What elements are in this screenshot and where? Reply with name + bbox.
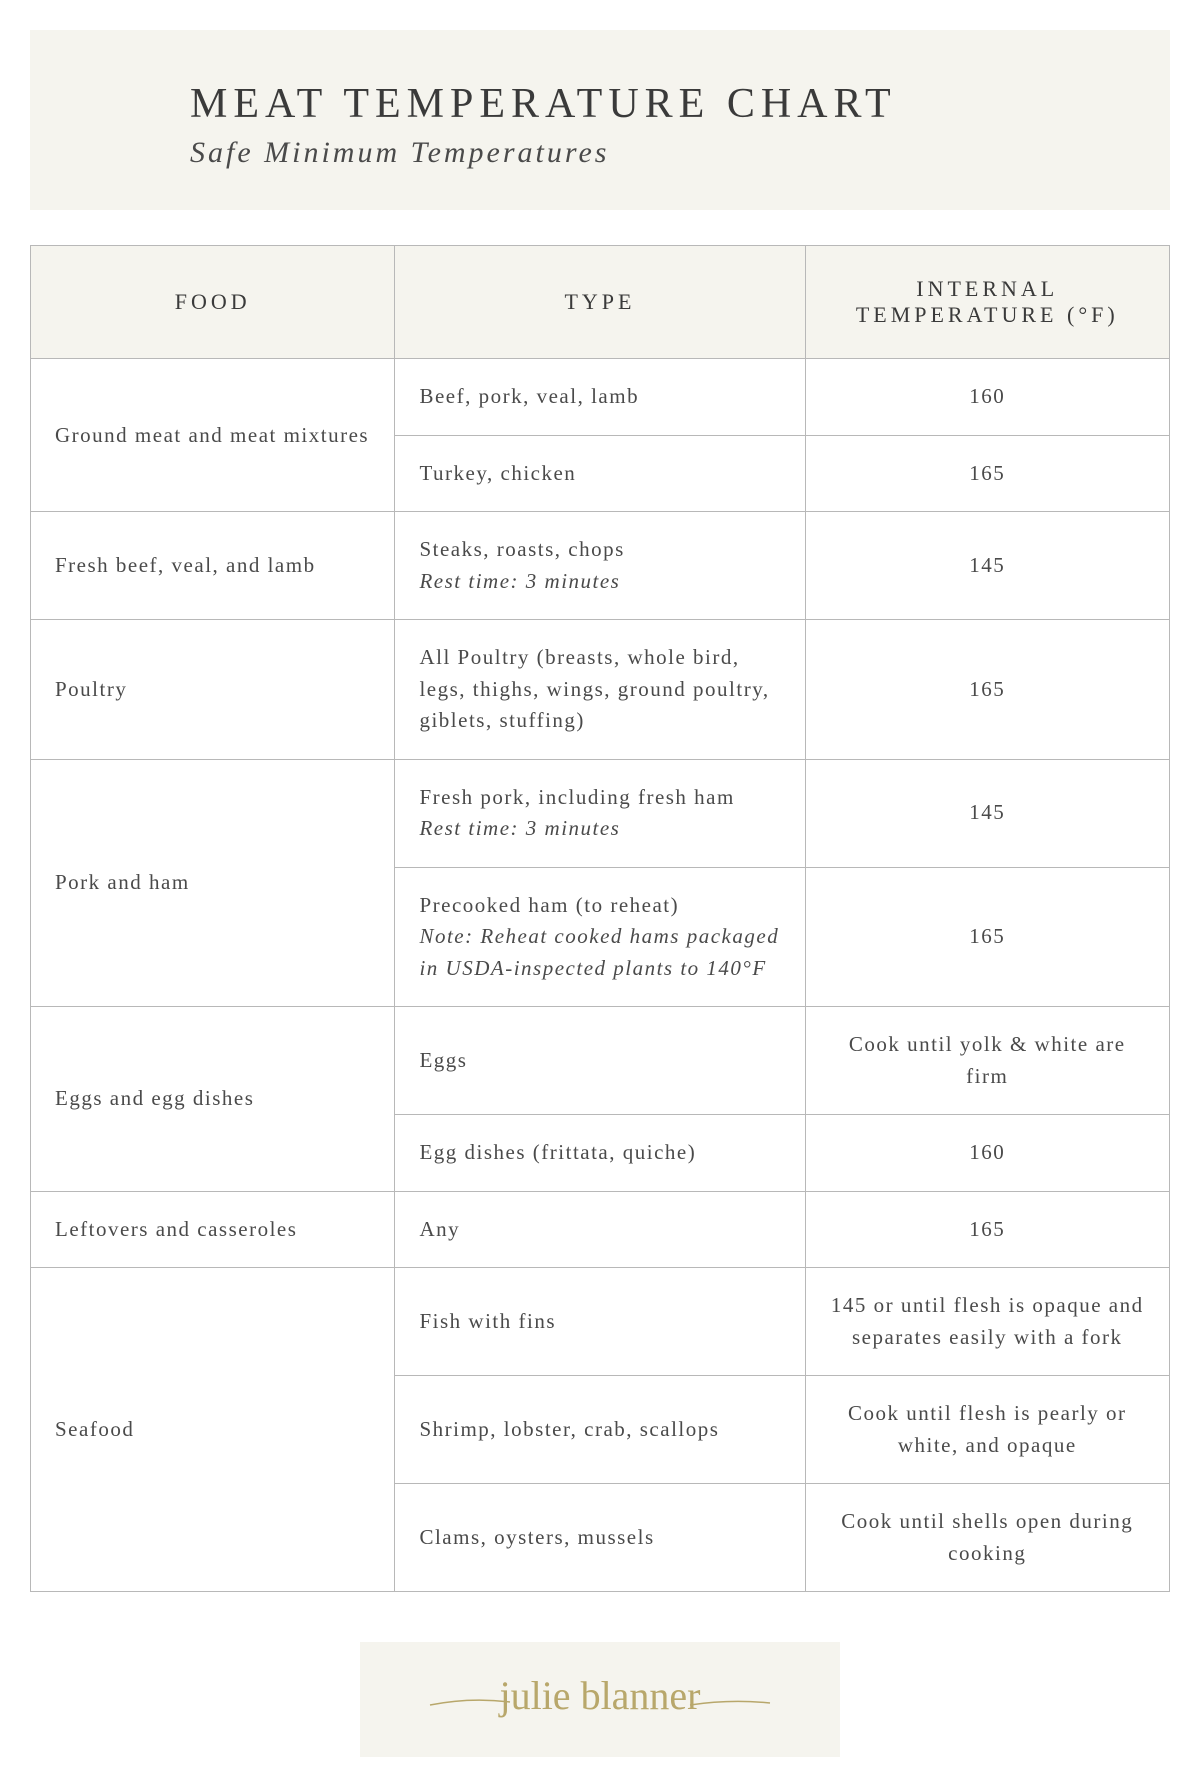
food-cell: Fresh beef, veal, and lamb	[31, 512, 395, 620]
table-row: SeafoodFish with fins145 or until flesh …	[31, 1268, 1170, 1376]
type-cell: Clams, oysters, mussels	[395, 1484, 805, 1592]
temp-cell: Cook until yolk & white are firm	[805, 1007, 1170, 1115]
food-cell: Pork and ham	[31, 759, 395, 1007]
type-cell: Any	[395, 1191, 805, 1268]
type-cell: Beef, pork, veal, lamb	[395, 359, 805, 436]
temp-cell: 165	[805, 620, 1170, 760]
temp-cell: 145	[805, 512, 1170, 620]
food-cell: Ground meat and meat mixtures	[31, 359, 395, 512]
page-title: MEAT TEMPERATURE CHART	[190, 80, 1120, 128]
table-row: PoultryAll Poultry (breasts, whole bird,…	[31, 620, 1170, 760]
signature-flourish-right	[690, 1701, 770, 1705]
signature-block: julie blanner	[30, 1642, 1170, 1757]
signature-svg: julie blanner	[410, 1667, 790, 1727]
temp-cell: 145 or until flesh is opaque and separat…	[805, 1268, 1170, 1376]
temp-cell: 165	[805, 867, 1170, 1007]
header-block: MEAT TEMPERATURE CHART Safe Minimum Temp…	[30, 30, 1170, 210]
type-note: Note: Reheat cooked hams packaged in USD…	[419, 921, 780, 984]
type-cell: Shrimp, lobster, crab, scallops	[395, 1376, 805, 1484]
temp-cell: 165	[805, 1191, 1170, 1268]
temperature-table: FOOD TYPE INTERNAL TEMPERATURE (°F) Grou…	[30, 245, 1170, 1592]
signature-flourish-left	[430, 1700, 510, 1705]
temp-cell: 165	[805, 435, 1170, 512]
table-row: Pork and hamFresh pork, including fresh …	[31, 759, 1170, 867]
signature-text: julie blanner	[497, 1673, 700, 1718]
temp-cell: Cook until shells open during cooking	[805, 1484, 1170, 1592]
type-note: Rest time: 3 minutes	[419, 813, 780, 845]
type-cell: All Poultry (breasts, whole bird, legs, …	[395, 620, 805, 760]
food-cell: Leftovers and casseroles	[31, 1191, 395, 1268]
page-subtitle: Safe Minimum Temperatures	[190, 136, 1120, 170]
signature-box: julie blanner	[360, 1642, 840, 1757]
type-cell: Steaks, roasts, chopsRest time: 3 minute…	[395, 512, 805, 620]
type-cell: Eggs	[395, 1007, 805, 1115]
col-type: TYPE	[395, 246, 805, 359]
temp-cell: Cook until flesh is pearly or white, and…	[805, 1376, 1170, 1484]
type-note: Rest time: 3 minutes	[419, 566, 780, 598]
temp-cell: 145	[805, 759, 1170, 867]
type-cell: Precooked ham (to reheat)Note: Reheat co…	[395, 867, 805, 1007]
food-cell: Eggs and egg dishes	[31, 1007, 395, 1192]
table-header-row: FOOD TYPE INTERNAL TEMPERATURE (°F)	[31, 246, 1170, 359]
temp-cell: 160	[805, 359, 1170, 436]
table-row: Eggs and egg dishesEggsCook until yolk &…	[31, 1007, 1170, 1115]
table-row: Leftovers and casserolesAny165	[31, 1191, 1170, 1268]
col-temp: INTERNAL TEMPERATURE (°F)	[805, 246, 1170, 359]
food-cell: Poultry	[31, 620, 395, 760]
food-cell: Seafood	[31, 1268, 395, 1592]
table-row: Fresh beef, veal, and lambSteaks, roasts…	[31, 512, 1170, 620]
type-cell: Fresh pork, including fresh hamRest time…	[395, 759, 805, 867]
type-cell: Egg dishes (frittata, quiche)	[395, 1115, 805, 1192]
col-food: FOOD	[31, 246, 395, 359]
temp-cell: 160	[805, 1115, 1170, 1192]
table-body: Ground meat and meat mixturesBeef, pork,…	[31, 359, 1170, 1592]
type-cell: Fish with fins	[395, 1268, 805, 1376]
table-row: Ground meat and meat mixturesBeef, pork,…	[31, 359, 1170, 436]
type-cell: Turkey, chicken	[395, 435, 805, 512]
